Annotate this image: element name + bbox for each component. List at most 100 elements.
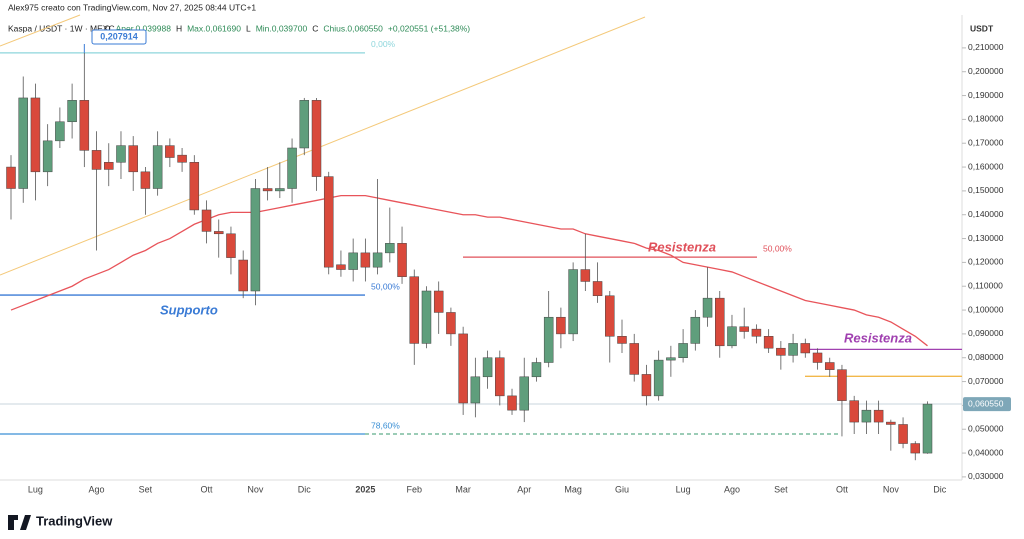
callout-label: 0,207914 [100,31,138,41]
candle-body [788,343,798,356]
candle-body [275,188,285,192]
brand-logo [8,515,31,530]
candle-body [617,336,627,344]
candle-body [543,316,554,363]
x-tick-label: Dic [298,484,311,494]
candle-body [446,312,456,335]
x-tick-label: Mag [564,484,582,494]
candle-body [128,145,138,173]
ohlc-item: Min.0,039700 [256,23,308,33]
candle-body [299,100,310,149]
y-tick-label: 0,120000 [968,257,1004,267]
candle-body [653,359,664,397]
candle-body [433,290,444,313]
candle-body [837,369,847,401]
legend-line: Kaspa / USDT · 1W · MEXC O Aper.0,039988 H… [8,23,470,33]
candle-body [580,269,591,282]
y-tick-label: 0,170000 [968,137,1004,147]
candle-body [55,121,65,142]
candle-body [605,295,615,337]
candle-body [482,357,493,378]
candle-body [690,316,701,344]
annotation: Resistenza [648,239,716,254]
candle-body [67,100,77,123]
x-tick-label: 2025 [355,484,375,494]
candle-body [568,269,578,335]
candle-body [702,297,713,318]
candle-body [348,252,358,270]
candle-body [79,100,90,151]
x-tick-label: Nov [883,484,900,494]
ohlc-item: Aper.0,039988 [116,23,172,33]
candle-body [458,333,468,404]
annotation: Supporto [160,302,218,317]
y-tick-label: 0,110000 [968,280,1003,290]
y-tick-label: 0,130000 [968,233,1004,243]
candle-body [226,233,236,258]
x-tick-label: Lug [28,484,43,494]
y-tick-label: 0,200000 [968,66,1004,76]
x-tick-label: Apr [517,484,531,494]
y-tick-label: 0,030000 [968,471,1004,481]
candle-body [910,443,921,454]
candle-body [519,376,529,411]
candle-body [886,421,896,425]
last-price-label: 0,060550 [968,398,1004,408]
x-tick-label: Ago [724,484,740,494]
x-tick-label: Nov [247,484,264,494]
ohlc-item: Max.0,061690 [187,23,241,33]
x-tick-label: Ago [89,484,105,494]
candle-body [323,176,334,268]
candle-body [30,97,41,173]
candle-body [116,145,126,163]
x-tick-label: Set [139,484,153,494]
author-line: Alex975 creato con TradingView.com, Nov … [8,2,256,12]
annotation: Resistenza [844,330,912,345]
y-tick-label: 0,080000 [968,352,1004,362]
trend-line [0,16,646,276]
level-label: 50,00% [763,243,792,253]
candle-body [213,231,224,235]
y-tick-label: 0,090000 [968,328,1004,338]
candle-body [556,316,566,335]
candle-body [776,347,786,356]
ohlc-item: Chius.0,060550 [323,23,383,33]
level-label: 78,60% [371,420,400,430]
candle-body [727,326,737,347]
x-tick-label: Ott [201,484,214,494]
x-tick-label: Set [774,484,788,494]
candle-body [250,188,261,292]
candle-body [189,162,200,211]
candle-body [42,140,53,173]
candle-body [262,188,273,192]
candle-body [715,297,725,347]
y-tick-label: 0,140000 [968,209,1004,219]
y-tick-label: 0,180000 [968,114,1004,124]
y-tick-label: 0,050000 [968,423,1004,433]
candle-body [470,376,481,404]
candle-body [104,162,114,170]
x-tick-label: Mar [455,484,471,494]
candle-body [336,264,346,270]
candle-body [311,100,322,177]
candle-body [629,343,639,375]
candle-body [372,252,383,268]
y-tick-label: 0,070000 [968,376,1004,386]
candle-body [409,276,420,344]
candle-body [751,328,762,337]
x-tick-label: Lug [676,484,691,494]
trend-line [0,14,81,47]
candle-body [592,281,603,297]
moving-average [10,195,928,347]
x-tick-label: Giu [615,484,629,494]
candle-body [507,395,517,411]
candle-body [666,357,676,361]
last-price-box [963,397,1011,412]
brand-name: TradingView [36,513,113,528]
candle-body [238,259,248,292]
brand: TradingView [8,513,113,530]
candle-body [91,150,102,170]
candle-body [800,343,811,354]
candle-body [898,424,908,444]
